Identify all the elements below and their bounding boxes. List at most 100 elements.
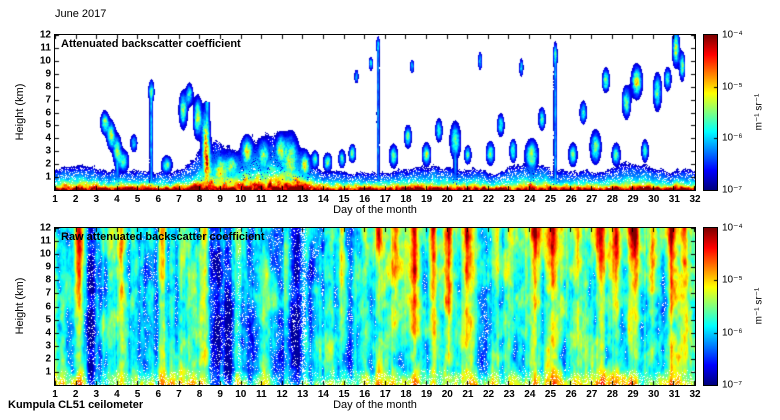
x-tick-label: 8 — [196, 389, 203, 400]
attenuated-backscatter-heatmap — [55, 35, 695, 190]
colorbar-gradient-raw — [704, 228, 717, 385]
x-tick-label: 26 — [565, 389, 577, 400]
plot-title-attenuated: Attenuated backscatter coefficient — [61, 38, 241, 50]
y-tick-label: 5 — [45, 314, 51, 326]
x-tick-label: 11 — [256, 194, 267, 205]
y-tick-label: 8 — [45, 81, 51, 93]
y-axis-label-attenuated: Height (km) — [14, 83, 26, 141]
x-tick-label: 29 — [627, 194, 639, 205]
x-tick-label: 21 — [462, 194, 474, 205]
colorbar-units-label-attenuated: m⁻¹ sr⁻¹ — [753, 93, 765, 131]
y-tick-label: 11 — [40, 42, 51, 54]
x-tick-label: 19 — [421, 389, 433, 400]
x-tick-label: 14 — [317, 389, 329, 400]
colorbar-tick-label: 10⁻⁷ — [722, 184, 743, 196]
colorbar-tick-label: 10⁻⁶ — [722, 327, 743, 339]
x-tick-label: 30 — [648, 194, 660, 205]
x-tick-label: 11 — [256, 389, 267, 400]
x-tick-label: 5 — [134, 194, 141, 205]
x-tick-label: 15 — [338, 389, 350, 400]
x-tick-label: 12 — [276, 194, 288, 205]
y-tick-label: 1 — [45, 171, 51, 183]
x-tick-label: 3 — [93, 194, 100, 205]
x-tick-label: 9 — [217, 194, 223, 205]
x-axis-label-raw: Day of the month — [333, 399, 417, 411]
x-tick-label: 26 — [565, 194, 577, 205]
y-tick-label: 2 — [45, 353, 51, 365]
x-tick-label: 9 — [217, 389, 223, 400]
x-tick-label: 28 — [606, 194, 618, 205]
x-tick-label: 1 — [52, 389, 58, 400]
x-tick-label: 25 — [544, 389, 557, 400]
colorbar-tick-label: 10⁻⁶ — [722, 132, 743, 144]
y-tick-label: 5 — [45, 119, 51, 131]
plot-area-raw — [54, 227, 696, 386]
x-tick-label: 8 — [196, 194, 203, 205]
x-tick-label: 20 — [441, 194, 453, 205]
x-tick-label: 25 — [544, 194, 557, 205]
y-tick-label: 10 — [39, 55, 51, 67]
x-tick-label: 16 — [359, 194, 371, 205]
colorbar-units-label-raw: m⁻¹ sr⁻¹ — [753, 287, 765, 325]
x-axis-label-attenuated: Day of the month — [333, 204, 417, 216]
colorbar-tick-label: 10⁻⁴ — [722, 29, 743, 41]
y-tick-label: 9 — [45, 261, 51, 273]
colorbar-gradient-attenuated — [704, 35, 717, 190]
x-tick-label: 32 — [689, 389, 701, 400]
y-tick-label: 7 — [45, 94, 51, 106]
colorbar-tick-label: 10⁻⁴ — [722, 222, 743, 234]
y-tick-label: 6 — [45, 301, 51, 312]
x-tick-label: 12 — [276, 389, 288, 400]
x-tick-label: 30 — [648, 389, 660, 400]
x-tick-label: 6 — [155, 389, 161, 400]
y-tick-label: 1 — [45, 366, 51, 378]
x-tick-label: 4 — [114, 389, 120, 400]
x-tick-label: 13 — [297, 389, 309, 400]
x-tick-label: 7 — [176, 194, 182, 205]
figure-date-title: June 2017 — [55, 8, 107, 20]
x-tick-label: 17 — [379, 389, 391, 400]
x-tick-label: 23 — [503, 194, 515, 205]
y-tick-label: 3 — [45, 145, 51, 157]
instrument-label: Kumpula CL51 ceilometer — [8, 399, 144, 411]
x-tick-label: 13 — [297, 194, 309, 205]
x-tick-label: 14 — [317, 194, 329, 205]
x-tick-label: 16 — [359, 389, 371, 400]
x-tick-label: 32 — [689, 194, 701, 205]
plot-area-attenuated — [54, 34, 696, 191]
x-tick-label: 24 — [524, 389, 536, 400]
y-tick-label: 12 — [39, 29, 51, 41]
x-tick-label: 31 — [668, 194, 680, 205]
x-tick-label: 18 — [400, 389, 412, 400]
x-tick-label: 15 — [338, 194, 350, 205]
y-tick-label: 3 — [45, 340, 51, 352]
x-tick-label: 19 — [421, 194, 433, 205]
x-tick-label: 4 — [114, 194, 120, 205]
x-tick-label: 5 — [134, 389, 141, 400]
y-tick-label: 4 — [45, 132, 51, 144]
y-tick-label: 9 — [45, 68, 51, 80]
x-tick-label: 3 — [93, 389, 100, 400]
x-tick-label: 29 — [627, 389, 639, 400]
x-tick-label: 31 — [668, 389, 680, 400]
y-tick-label: 11 — [40, 235, 51, 247]
y-tick-label: 12 — [39, 222, 51, 234]
x-tick-label: 18 — [400, 194, 412, 205]
x-tick-label: 22 — [482, 389, 495, 400]
colorbar-tick-label: 10⁻⁷ — [722, 379, 743, 391]
y-tick-label: 10 — [39, 248, 51, 260]
x-tick-label: 21 — [462, 389, 474, 400]
x-tick-label: 17 — [379, 194, 391, 205]
y-tick-label: 2 — [45, 158, 51, 170]
plot-title-raw: Raw attenuated backscatter coefficient — [61, 231, 265, 243]
colorbar-tick-label: 10⁻⁵ — [722, 81, 743, 93]
x-tick-label: 6 — [155, 194, 161, 205]
x-tick-label: 2 — [72, 389, 79, 400]
raw-attenuated-backscatter-heatmap — [55, 228, 695, 385]
colorbar-raw — [703, 227, 718, 386]
x-tick-label: 2 — [72, 194, 79, 205]
x-tick-label: 7 — [176, 389, 182, 400]
y-tick-label: 6 — [45, 107, 51, 118]
x-tick-label: 27 — [586, 194, 598, 205]
x-tick-label: 27 — [586, 389, 598, 400]
